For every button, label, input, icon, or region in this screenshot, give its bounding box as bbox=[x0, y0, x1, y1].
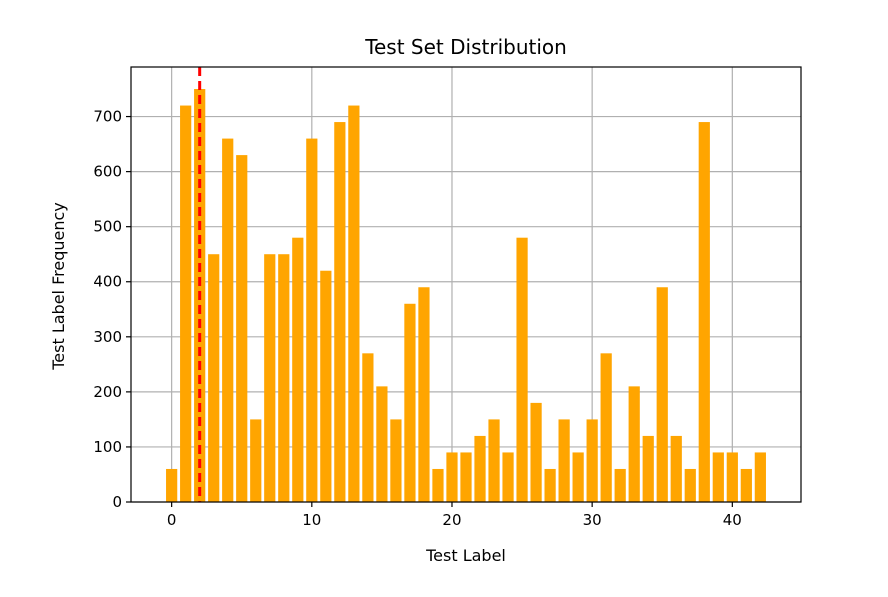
bar-label-28 bbox=[558, 419, 570, 502]
bar-label-23 bbox=[488, 419, 500, 502]
y-tick-label: 400 bbox=[93, 273, 122, 291]
bar-label-21 bbox=[460, 452, 472, 502]
plot-frame bbox=[130, 66, 802, 503]
bar-label-8 bbox=[278, 254, 290, 502]
bar-label-29 bbox=[572, 452, 584, 502]
x-axis-title: Test Label bbox=[425, 546, 506, 565]
bar-label-26 bbox=[530, 402, 542, 502]
bar-label-14 bbox=[362, 353, 374, 502]
bar-label-16 bbox=[390, 419, 402, 502]
x-tick-label: 0 bbox=[167, 511, 177, 529]
bar-label-39 bbox=[712, 452, 724, 502]
y-tick-label: 0 bbox=[112, 493, 122, 511]
x-tick-label: 10 bbox=[302, 511, 321, 529]
bar-label-17 bbox=[404, 303, 416, 502]
bar-label-15 bbox=[376, 386, 388, 502]
bar-label-4 bbox=[222, 138, 234, 502]
bar-label-19 bbox=[432, 468, 444, 502]
chart-title: Test Set Distribution bbox=[364, 35, 567, 59]
bar-label-35 bbox=[656, 287, 668, 502]
bar-label-5 bbox=[236, 155, 248, 503]
bar-label-11 bbox=[320, 270, 332, 502]
x-tick-label: 40 bbox=[723, 511, 742, 529]
bars bbox=[166, 89, 766, 503]
x-tick-label: 30 bbox=[583, 511, 602, 529]
y-tick-label: 500 bbox=[93, 218, 122, 236]
bar-label-7 bbox=[264, 254, 276, 502]
bar-label-33 bbox=[628, 386, 640, 502]
bar-label-34 bbox=[642, 435, 654, 502]
bar-label-22 bbox=[474, 435, 486, 502]
y-tick-label: 200 bbox=[93, 383, 122, 401]
y-tick-label: 300 bbox=[93, 328, 122, 346]
bar-label-32 bbox=[614, 468, 626, 502]
bar-label-9 bbox=[292, 237, 304, 502]
bar-label-41 bbox=[740, 468, 752, 502]
y-tick-label: 700 bbox=[93, 108, 122, 126]
bar-label-30 bbox=[586, 419, 598, 502]
bar-label-27 bbox=[544, 468, 556, 502]
bar-label-0 bbox=[166, 468, 178, 502]
bar-label-1 bbox=[180, 105, 192, 502]
bar-label-31 bbox=[600, 353, 612, 502]
y-axis-title: Test Label Frequency bbox=[49, 202, 68, 371]
x-tick-label: 20 bbox=[442, 511, 461, 529]
bar-label-40 bbox=[726, 452, 738, 502]
bar-label-6 bbox=[250, 419, 262, 502]
bar-label-37 bbox=[684, 468, 696, 502]
bar-label-36 bbox=[670, 435, 682, 502]
bar-label-10 bbox=[306, 138, 318, 502]
bar-label-13 bbox=[348, 105, 360, 502]
bar-label-3 bbox=[208, 254, 220, 502]
y-tick-label: 100 bbox=[93, 438, 122, 456]
bar-label-20 bbox=[446, 452, 458, 502]
bar-label-12 bbox=[334, 122, 346, 502]
bar-label-25 bbox=[516, 237, 528, 502]
bar-label-24 bbox=[502, 452, 514, 502]
bar-label-18 bbox=[418, 287, 430, 502]
y-tick-label: 600 bbox=[93, 163, 122, 181]
bar-label-42 bbox=[754, 452, 766, 502]
bar-label-38 bbox=[698, 122, 710, 502]
